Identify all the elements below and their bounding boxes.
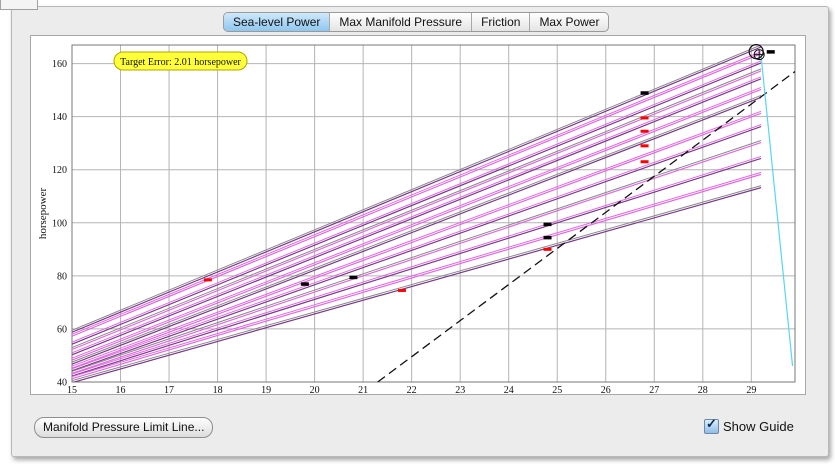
data-line	[72, 173, 762, 380]
guide-line	[760, 55, 794, 367]
tab-friction[interactable]: Friction	[472, 13, 531, 31]
fit-line	[72, 110, 762, 367]
tab-max-power[interactable]: Max Power	[539, 15, 600, 29]
data-point	[640, 116, 649, 120]
fit-line	[72, 45, 762, 331]
show-guide-label: Show Guide	[723, 419, 794, 434]
y-axis-title: horsepower	[37, 188, 49, 240]
x-tick-label: 29	[746, 385, 756, 394]
data-point	[349, 275, 358, 280]
x-tick-label: 18	[213, 385, 223, 394]
plot-area[interactable]: 15 16 17 18 19 20 21 22 23 24 25 26 27 28 29 40 60 80 100 1…	[30, 35, 806, 395]
data-line	[72, 96, 762, 365]
window-corner	[0, 0, 38, 10]
x-tick-label: 16	[116, 385, 126, 394]
data-point	[397, 288, 406, 292]
data-line	[72, 157, 762, 377]
data-line	[72, 126, 762, 372]
y-tick-label: 160	[52, 59, 67, 70]
data-line	[72, 62, 762, 345]
fit-line	[72, 94, 762, 363]
data-point	[640, 91, 649, 95]
data-point	[543, 222, 552, 227]
x-tick-label: 28	[698, 385, 708, 394]
data-point	[300, 282, 309, 286]
data-point	[543, 235, 552, 240]
fit-line	[72, 60, 762, 343]
data-line	[72, 46, 762, 333]
x-tick-label: 27	[649, 385, 659, 394]
tab-sea-level-power[interactable]: Sea-level Power	[224, 13, 331, 31]
x-tick-label: 22	[407, 385, 417, 394]
x-tick-label: 17	[164, 385, 174, 394]
fit-line	[72, 68, 762, 348]
fit-line	[72, 171, 762, 378]
fit-line	[72, 155, 762, 375]
chart-svg[interactable]: 15 16 17 18 19 20 21 22 23 24 25 26 27 28 29 40 60 80 100 1…	[31, 36, 805, 394]
x-tick-label: 23	[455, 385, 465, 394]
x-tick-label: 24	[504, 385, 514, 394]
data-point	[203, 278, 212, 282]
y-tick-label: 40	[57, 378, 67, 389]
x-tick-label: 15	[67, 385, 77, 394]
fit-line	[72, 185, 762, 382]
data-line	[72, 70, 762, 351]
data-point	[640, 129, 649, 133]
fit-line	[72, 124, 762, 370]
plot-frame	[71, 44, 796, 383]
limit-line	[377, 71, 795, 382]
limit-line-button[interactable]: Manifold Pressure Limit Line...	[34, 417, 214, 438]
tab-bar: Sea-level Power Max Manifold Pressure Fr…	[223, 12, 610, 32]
data-line	[72, 78, 762, 356]
y-tick-label: 100	[52, 218, 67, 229]
target-error-text: Target Error: 2.01 horsepower	[120, 57, 241, 68]
y-tick-label: 140	[52, 112, 67, 123]
data-point	[543, 247, 552, 251]
data-line	[72, 53, 762, 337]
data-line	[72, 187, 762, 382]
x-tick-label: 19	[261, 385, 271, 394]
show-guide-checkbox[interactable]	[704, 416, 719, 434]
tab-max-manifold-pressure[interactable]: Max Manifold Pressure	[330, 13, 473, 31]
y-tick-label: 120	[52, 165, 67, 176]
y-tick-label: 60	[57, 324, 67, 335]
x-tick-label: 21	[358, 385, 368, 394]
show-guide-control[interactable]: Show Guide	[704, 416, 794, 436]
data-point	[640, 160, 649, 164]
fit-line	[72, 140, 762, 372]
fit-line	[72, 76, 762, 354]
x-tick-label: 25	[552, 385, 562, 394]
x-tick-label: 20	[310, 385, 320, 394]
data-point	[766, 50, 775, 54]
fit-line	[72, 51, 762, 335]
target-error-badge	[113, 51, 248, 71]
x-tick-label: 26	[601, 385, 611, 394]
data-point	[640, 144, 649, 148]
data-line	[72, 112, 762, 369]
series-group	[72, 45, 762, 382]
y-tick-label: 80	[57, 271, 67, 282]
data-line	[72, 88, 762, 361]
data-line	[72, 141, 762, 374]
